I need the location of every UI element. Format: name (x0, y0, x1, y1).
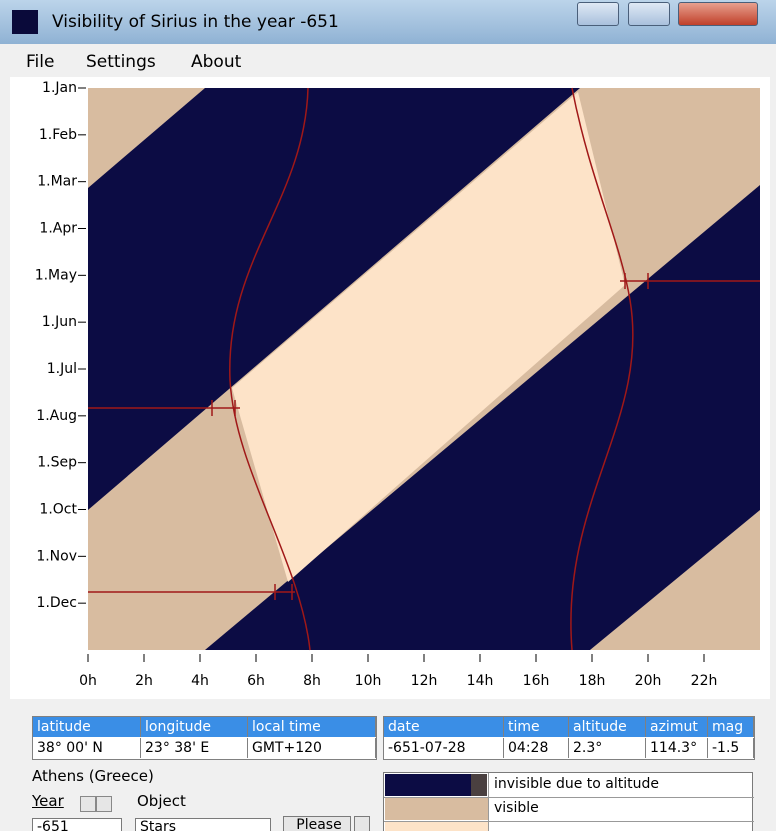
close-button[interactable] (678, 2, 758, 26)
x-tick-label: 14h (467, 673, 494, 689)
value-cell: 38° 00' N (33, 738, 141, 758)
header-cell: altitude (569, 717, 646, 737)
legend-swatch (385, 774, 471, 796)
year-up[interactable] (96, 796, 112, 812)
y-tick-label: 1.May (35, 267, 77, 283)
legend-swatch (471, 774, 487, 796)
object-label: Object (137, 792, 186, 810)
legend-swatch (385, 822, 488, 831)
sun-region (232, 92, 625, 582)
header-cell: azimut (646, 717, 708, 737)
value-cell: 23° 38' E (141, 738, 248, 758)
object-select[interactable]: Stars (135, 818, 271, 831)
legend: invisible due to altitude visible (383, 772, 754, 831)
header-cell: longitude (141, 717, 248, 737)
please-button[interactable]: Please (283, 816, 351, 831)
y-tick-label: 1.Apr (39, 221, 77, 237)
value-cell: 04:28 (504, 738, 569, 758)
year-label: Year (32, 792, 64, 810)
markers (88, 273, 760, 600)
y-tick-label: 1.Mar (37, 174, 77, 190)
visible-region (590, 510, 760, 650)
menu-item[interactable]: Settings (86, 52, 156, 72)
dropdown-button[interactable] (354, 816, 370, 831)
y-tick-label: 1.Jul (47, 361, 77, 377)
x-tick-label: 10h (355, 673, 382, 689)
place-label: Athens (Greece) (32, 767, 154, 785)
x-tick-label: 12h (411, 673, 438, 689)
value-cell: 114.3° (646, 738, 708, 758)
x-tick-label: 8h (303, 673, 321, 689)
set-curve (570, 87, 634, 651)
y-tick-label: 1.Feb (39, 127, 77, 143)
x-tick-label: 0h (79, 673, 97, 689)
header-cell: time (504, 717, 569, 737)
x-tick-label: 20h (635, 673, 662, 689)
year-down[interactable] (80, 796, 96, 812)
value-cell: GMT+120 (248, 738, 376, 758)
header-cell: date (384, 717, 504, 737)
minimize-button[interactable] (577, 2, 619, 26)
y-tick-label: 1.Jun (42, 314, 77, 330)
chart: 0h 2h 4h 6h 8h 10h 12h 14h 16h 18h 20h 22h 1.Jan 1.Fe… (35, 80, 760, 689)
menu-item[interactable]: File (26, 52, 55, 72)
maximize-button[interactable] (628, 2, 670, 26)
window-title: Visibility of Sirius in the year -651 (52, 12, 339, 32)
menu-bar: File Settings About (0, 48, 776, 76)
value-cell: -651-07-28 (384, 738, 504, 758)
event-table: date time altitude azimut mag -651-07-28… (383, 716, 755, 760)
x-tick-label: 6h (247, 673, 265, 689)
header-cell: latitude (33, 717, 141, 737)
visible-region (88, 88, 205, 188)
year-input[interactable]: -651 (32, 818, 122, 831)
y-tick-label: 1.Aug (36, 408, 77, 424)
y-tick-label: 1.Nov (36, 548, 77, 564)
legend-swatch (385, 798, 488, 820)
title-bar: Visibility of Sirius in the year -651 (0, 0, 776, 44)
value-cell: 2.3° (569, 738, 646, 758)
location-table: latitude longitude local time 38° 00' N … (32, 716, 377, 760)
app-icon (12, 10, 38, 34)
x-tick-label: 2h (135, 673, 153, 689)
x-tick-label: 18h (579, 673, 606, 689)
x-tick-label: 4h (191, 673, 209, 689)
y-tick-label: 1.Dec (37, 595, 77, 611)
x-tick-label: 22h (691, 673, 718, 689)
header-cell: local time (248, 717, 376, 737)
value-cell: -1.5 (708, 738, 754, 758)
rise-curve (229, 87, 311, 651)
legend-text: invisible due to altitude (494, 776, 659, 792)
y-tick-label: 1.Oct (39, 502, 77, 518)
y-tick-label: 1.Jan (42, 80, 77, 96)
x-tick-label: 16h (523, 673, 550, 689)
legend-text: visible (494, 800, 539, 816)
y-tick-label: 1.Sep (37, 455, 77, 471)
menu-item[interactable]: About (191, 52, 242, 72)
header-cell: mag (708, 717, 754, 737)
